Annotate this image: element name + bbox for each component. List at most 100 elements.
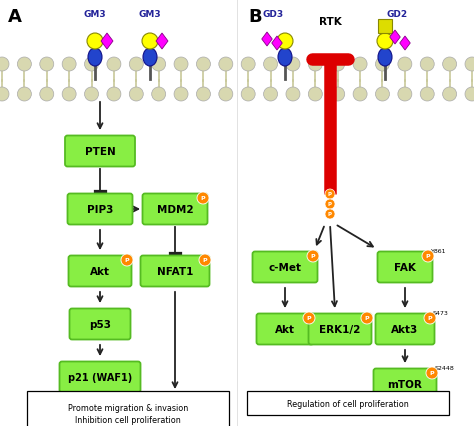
Text: P: P	[328, 192, 332, 197]
Circle shape	[443, 88, 456, 102]
Circle shape	[325, 210, 335, 219]
Circle shape	[422, 250, 434, 262]
Circle shape	[264, 58, 278, 72]
Text: P: P	[328, 202, 332, 207]
Circle shape	[361, 312, 373, 324]
Text: P: P	[203, 258, 207, 263]
Text: Y861: Y861	[431, 248, 447, 253]
Text: c-Met: c-Met	[268, 262, 301, 272]
Text: S473: S473	[433, 310, 449, 315]
FancyBboxPatch shape	[256, 314, 313, 345]
Polygon shape	[156, 34, 168, 50]
Circle shape	[18, 88, 31, 102]
Text: Akt: Akt	[275, 324, 295, 334]
Circle shape	[219, 58, 233, 72]
Circle shape	[40, 58, 54, 72]
Circle shape	[241, 58, 255, 72]
Text: NFAT1: NFAT1	[157, 266, 193, 276]
Circle shape	[62, 88, 76, 102]
Circle shape	[107, 88, 121, 102]
Circle shape	[465, 88, 474, 102]
Text: P: P	[201, 196, 205, 201]
Polygon shape	[390, 31, 400, 45]
Ellipse shape	[278, 49, 292, 67]
Circle shape	[286, 58, 300, 72]
Text: GD2: GD2	[386, 10, 408, 19]
FancyBboxPatch shape	[67, 194, 133, 225]
Text: P: P	[125, 258, 129, 263]
Text: Akt: Akt	[90, 266, 110, 276]
Circle shape	[398, 58, 412, 72]
Text: P: P	[426, 254, 430, 259]
FancyBboxPatch shape	[247, 391, 449, 415]
Circle shape	[40, 88, 54, 102]
Polygon shape	[272, 37, 282, 51]
Circle shape	[0, 88, 9, 102]
Circle shape	[62, 58, 76, 72]
Text: P: P	[328, 212, 332, 217]
Text: p21 (WAF1): p21 (WAF1)	[68, 372, 132, 382]
Circle shape	[377, 34, 393, 50]
Text: GM3: GM3	[84, 10, 106, 19]
Text: Inhibition cell proliferation: Inhibition cell proliferation	[75, 415, 181, 424]
Circle shape	[84, 58, 99, 72]
Polygon shape	[400, 37, 410, 51]
Circle shape	[325, 190, 335, 199]
FancyBboxPatch shape	[143, 194, 208, 225]
Circle shape	[152, 58, 166, 72]
Circle shape	[286, 88, 300, 102]
Text: Regulation of cell proliferation: Regulation of cell proliferation	[287, 400, 409, 409]
FancyBboxPatch shape	[60, 362, 140, 393]
Circle shape	[353, 58, 367, 72]
Text: ERK1/2: ERK1/2	[319, 324, 361, 334]
Circle shape	[264, 88, 278, 102]
Circle shape	[465, 58, 474, 72]
Circle shape	[307, 250, 319, 262]
Circle shape	[398, 88, 412, 102]
Text: P: P	[365, 316, 369, 321]
Circle shape	[308, 58, 322, 72]
Text: P: P	[310, 254, 315, 259]
Text: S2448: S2448	[435, 365, 455, 370]
Polygon shape	[101, 34, 113, 50]
FancyBboxPatch shape	[253, 252, 318, 283]
FancyBboxPatch shape	[65, 136, 135, 167]
Circle shape	[424, 312, 436, 324]
Circle shape	[129, 58, 143, 72]
Text: P: P	[430, 371, 434, 376]
Circle shape	[196, 88, 210, 102]
Text: MDM2: MDM2	[157, 204, 193, 215]
Circle shape	[174, 58, 188, 72]
Text: PTEN: PTEN	[85, 147, 115, 157]
Circle shape	[353, 88, 367, 102]
Ellipse shape	[378, 49, 392, 67]
Circle shape	[219, 88, 233, 102]
Circle shape	[174, 88, 188, 102]
FancyBboxPatch shape	[309, 314, 372, 345]
FancyBboxPatch shape	[140, 256, 210, 287]
Circle shape	[196, 58, 210, 72]
Circle shape	[331, 58, 345, 72]
Circle shape	[84, 88, 99, 102]
Text: FAK: FAK	[394, 262, 416, 272]
Circle shape	[0, 58, 9, 72]
Ellipse shape	[88, 49, 102, 67]
FancyBboxPatch shape	[374, 368, 437, 400]
Circle shape	[426, 367, 438, 379]
Text: Promote migration & invasion: Promote migration & invasion	[68, 403, 188, 412]
Circle shape	[121, 254, 133, 266]
Circle shape	[331, 88, 345, 102]
Circle shape	[420, 58, 434, 72]
Circle shape	[277, 34, 293, 50]
FancyBboxPatch shape	[69, 256, 131, 287]
Text: P: P	[307, 316, 311, 321]
Circle shape	[129, 88, 143, 102]
Circle shape	[443, 58, 456, 72]
Circle shape	[325, 199, 335, 210]
Circle shape	[199, 254, 211, 266]
Bar	[378, 20, 392, 34]
Circle shape	[420, 88, 434, 102]
Text: PIP3: PIP3	[87, 204, 113, 215]
Text: P: P	[428, 316, 432, 321]
Ellipse shape	[143, 49, 157, 67]
